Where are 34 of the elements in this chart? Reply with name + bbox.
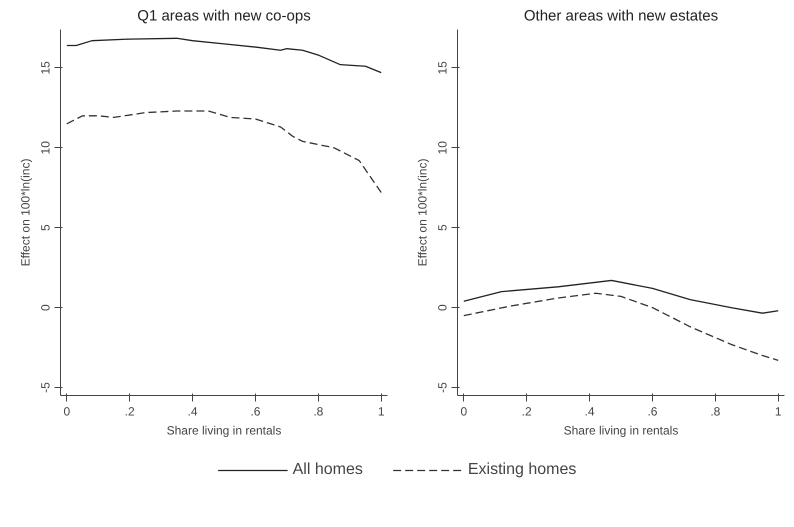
x-axis-title: Share living in rentals bbox=[166, 424, 282, 438]
x-tick-label: .6 bbox=[647, 404, 658, 418]
y-axis-title: Effect on 100*ln(inc) bbox=[416, 158, 430, 266]
chart-title: Other areas with new estates bbox=[524, 8, 718, 24]
x-tick-label: .2 bbox=[124, 404, 136, 418]
x-tick-label: 1 bbox=[774, 404, 782, 418]
chart-title: Q1 areas with new co-ops bbox=[137, 8, 311, 24]
x-tick-label: 0 bbox=[460, 404, 468, 418]
y-tick-label: 0 bbox=[38, 304, 52, 311]
line-series bbox=[66, 110, 382, 194]
y-tick-label: 10 bbox=[38, 140, 52, 154]
y-tick-label: -5 bbox=[436, 382, 450, 393]
y-tick-label: 15 bbox=[38, 60, 52, 75]
x-tick-label: .4 bbox=[584, 404, 595, 418]
x-tick-label: .6 bbox=[250, 404, 261, 418]
y-tick-label: 5 bbox=[38, 224, 52, 232]
x-tick-label: .8 bbox=[710, 404, 721, 418]
y-tick-label: 15 bbox=[436, 60, 450, 75]
line-series bbox=[463, 292, 779, 361]
y-tick-label: -5 bbox=[38, 382, 52, 393]
x-tick-label: .2 bbox=[522, 404, 532, 418]
y-axis-title: Effect on 100*ln(inc) bbox=[18, 158, 32, 266]
y-tick-label: 5 bbox=[436, 224, 450, 232]
legend-label: All homes bbox=[292, 461, 363, 479]
line-series bbox=[463, 280, 779, 314]
x-tick-label: .8 bbox=[313, 404, 324, 418]
x-tick-label: .4 bbox=[188, 404, 198, 418]
x-tick-label: 1 bbox=[378, 404, 385, 418]
line-series bbox=[66, 38, 382, 74]
x-tick-label: 0 bbox=[63, 404, 70, 418]
legend-label: Existing homes bbox=[468, 461, 576, 479]
y-tick-label: 0 bbox=[436, 304, 450, 311]
y-tick-label: 10 bbox=[436, 140, 450, 154]
x-axis-title: Share living in rentals bbox=[564, 424, 678, 438]
